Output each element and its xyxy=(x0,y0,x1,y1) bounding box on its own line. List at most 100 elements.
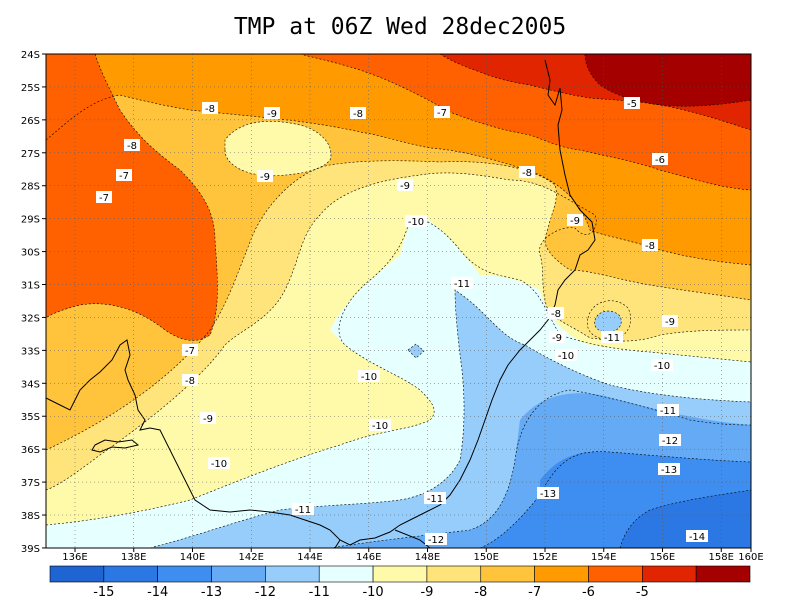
colorbar-swatch xyxy=(157,565,212,583)
lat-tick-label: 26S xyxy=(21,116,40,127)
lat-tick-label: 27S xyxy=(21,149,40,160)
colorbar-swatch xyxy=(426,565,482,583)
colorbar-label: -12 xyxy=(255,585,276,600)
lon-tick-label: 158E xyxy=(709,552,734,563)
colorbar-swatch xyxy=(265,565,320,583)
contour-label: -8 xyxy=(645,241,655,252)
contour-label: -9 xyxy=(203,414,213,425)
lat-tick-label: 34S xyxy=(21,379,40,390)
contour-label-bg xyxy=(350,107,366,119)
contour-label: -12 xyxy=(428,535,444,546)
lon-tick-label: 160E xyxy=(738,552,763,563)
field-band-m14 xyxy=(620,490,751,548)
contour-label: -10 xyxy=(558,351,574,362)
colorbar-label: -9 xyxy=(420,585,433,600)
contour-label-bg xyxy=(659,434,681,446)
contour-label-bg xyxy=(451,277,473,289)
contour-label: -9 xyxy=(570,216,580,227)
contour-label-bg xyxy=(548,307,564,319)
colorbar-swatch xyxy=(480,565,535,583)
lon-tick-label: 144E xyxy=(297,552,322,563)
contour-label: -9 xyxy=(665,317,675,328)
contour-label: -8 xyxy=(185,376,195,387)
contour-label: -11 xyxy=(427,494,443,505)
colorbar-label: -13 xyxy=(201,585,222,600)
contour-label: -7 xyxy=(185,346,195,357)
contour-label-bg xyxy=(292,503,314,515)
colorbar-swatch xyxy=(103,565,158,583)
contour-label-bg xyxy=(182,374,198,386)
contour-label: -9 xyxy=(260,172,270,183)
contour-label: -8 xyxy=(551,309,561,320)
lon-tick-label: 146E xyxy=(356,552,381,563)
contour-label: -8 xyxy=(522,168,532,179)
filled-contours xyxy=(46,54,751,548)
map-frame xyxy=(45,53,752,549)
field-band-m45 xyxy=(585,54,751,107)
colorbar-label: -8 xyxy=(474,585,487,600)
contour-label-bg xyxy=(182,344,198,356)
field-band-m6-west xyxy=(46,54,218,341)
lat-tick-label: 36S xyxy=(21,445,40,456)
contour-label-bg xyxy=(116,169,132,181)
contour-label: -7 xyxy=(99,193,109,204)
lat-tick-label: 32S xyxy=(21,313,40,324)
contour-label-bg xyxy=(658,463,680,475)
contour-label: -8 xyxy=(353,109,363,120)
contour-label: -7 xyxy=(119,171,129,182)
contour-label-bg xyxy=(686,530,708,542)
contour-label-bg xyxy=(651,359,673,371)
contour-label: -11 xyxy=(660,406,676,417)
contour-label-bg xyxy=(434,106,450,118)
contour-label-bg xyxy=(652,153,668,165)
colorbar-swatch xyxy=(211,565,266,583)
contour-label: -5 xyxy=(627,99,637,110)
contour-label-bg xyxy=(662,315,678,327)
colorbar-label: -14 xyxy=(147,585,168,600)
colorbar-swatch xyxy=(49,565,105,583)
contour-label: -12 xyxy=(662,436,678,447)
colorbar-swatch xyxy=(318,565,374,583)
colorbar-swatch xyxy=(534,565,589,583)
lon-tick-label: 142E xyxy=(239,552,264,563)
contour-label-bg xyxy=(624,97,640,109)
lon-tick-label: 154E xyxy=(591,552,616,563)
colorbar-label: -11 xyxy=(309,585,330,600)
lat-tick-label: 25S xyxy=(21,83,40,94)
contour-label: -10 xyxy=(408,217,424,228)
lon-tick-label: 136E xyxy=(62,552,87,563)
lat-tick-label: 37S xyxy=(21,478,40,489)
contour-labels: -8 -9 -8 -7 -5 -8 -7 -7 -9 -6 -8 -9 -10 -9 -8 -11 -8 -9 -9… xyxy=(96,97,708,546)
colorbar-label: -7 xyxy=(528,585,541,600)
contour-label: -6 xyxy=(655,155,665,166)
contour-label: -11 xyxy=(454,279,470,290)
contour-label-bg xyxy=(369,419,391,431)
lon-tick-label: 150E xyxy=(474,552,499,563)
lat-tick-label: 31S xyxy=(21,281,40,292)
contour-label-bg xyxy=(657,404,679,416)
contour-label-bg xyxy=(397,179,413,191)
contour-label-bg xyxy=(537,487,559,499)
contour-label-bg xyxy=(424,492,446,504)
lon-tick-label: 156E xyxy=(650,552,675,563)
contour-label-bg xyxy=(358,370,380,382)
contour-label: -14 xyxy=(689,532,705,543)
contour-label: -9 xyxy=(552,333,562,344)
field-pocket-m11 xyxy=(594,311,622,332)
graticule xyxy=(46,54,751,548)
colorbar-label: -10 xyxy=(362,585,383,600)
contour-label: -10 xyxy=(211,459,227,470)
contour-label-bg xyxy=(549,331,565,343)
colorbar-swatch xyxy=(372,565,428,583)
contour-label-bg xyxy=(96,191,112,203)
contour-label: -13 xyxy=(540,489,556,500)
lat-tick-label: 35S xyxy=(21,412,40,423)
contour-label: -9 xyxy=(400,181,410,192)
contour-label-bg xyxy=(124,139,140,151)
contour-label: -8 xyxy=(205,104,215,115)
lat-tick-label: 33S xyxy=(21,346,40,357)
lon-tick-label: 140E xyxy=(180,552,205,563)
lat-tick-label: 24S xyxy=(21,50,40,61)
contour-label: -11 xyxy=(295,505,311,516)
contour-label-bg xyxy=(601,331,623,343)
